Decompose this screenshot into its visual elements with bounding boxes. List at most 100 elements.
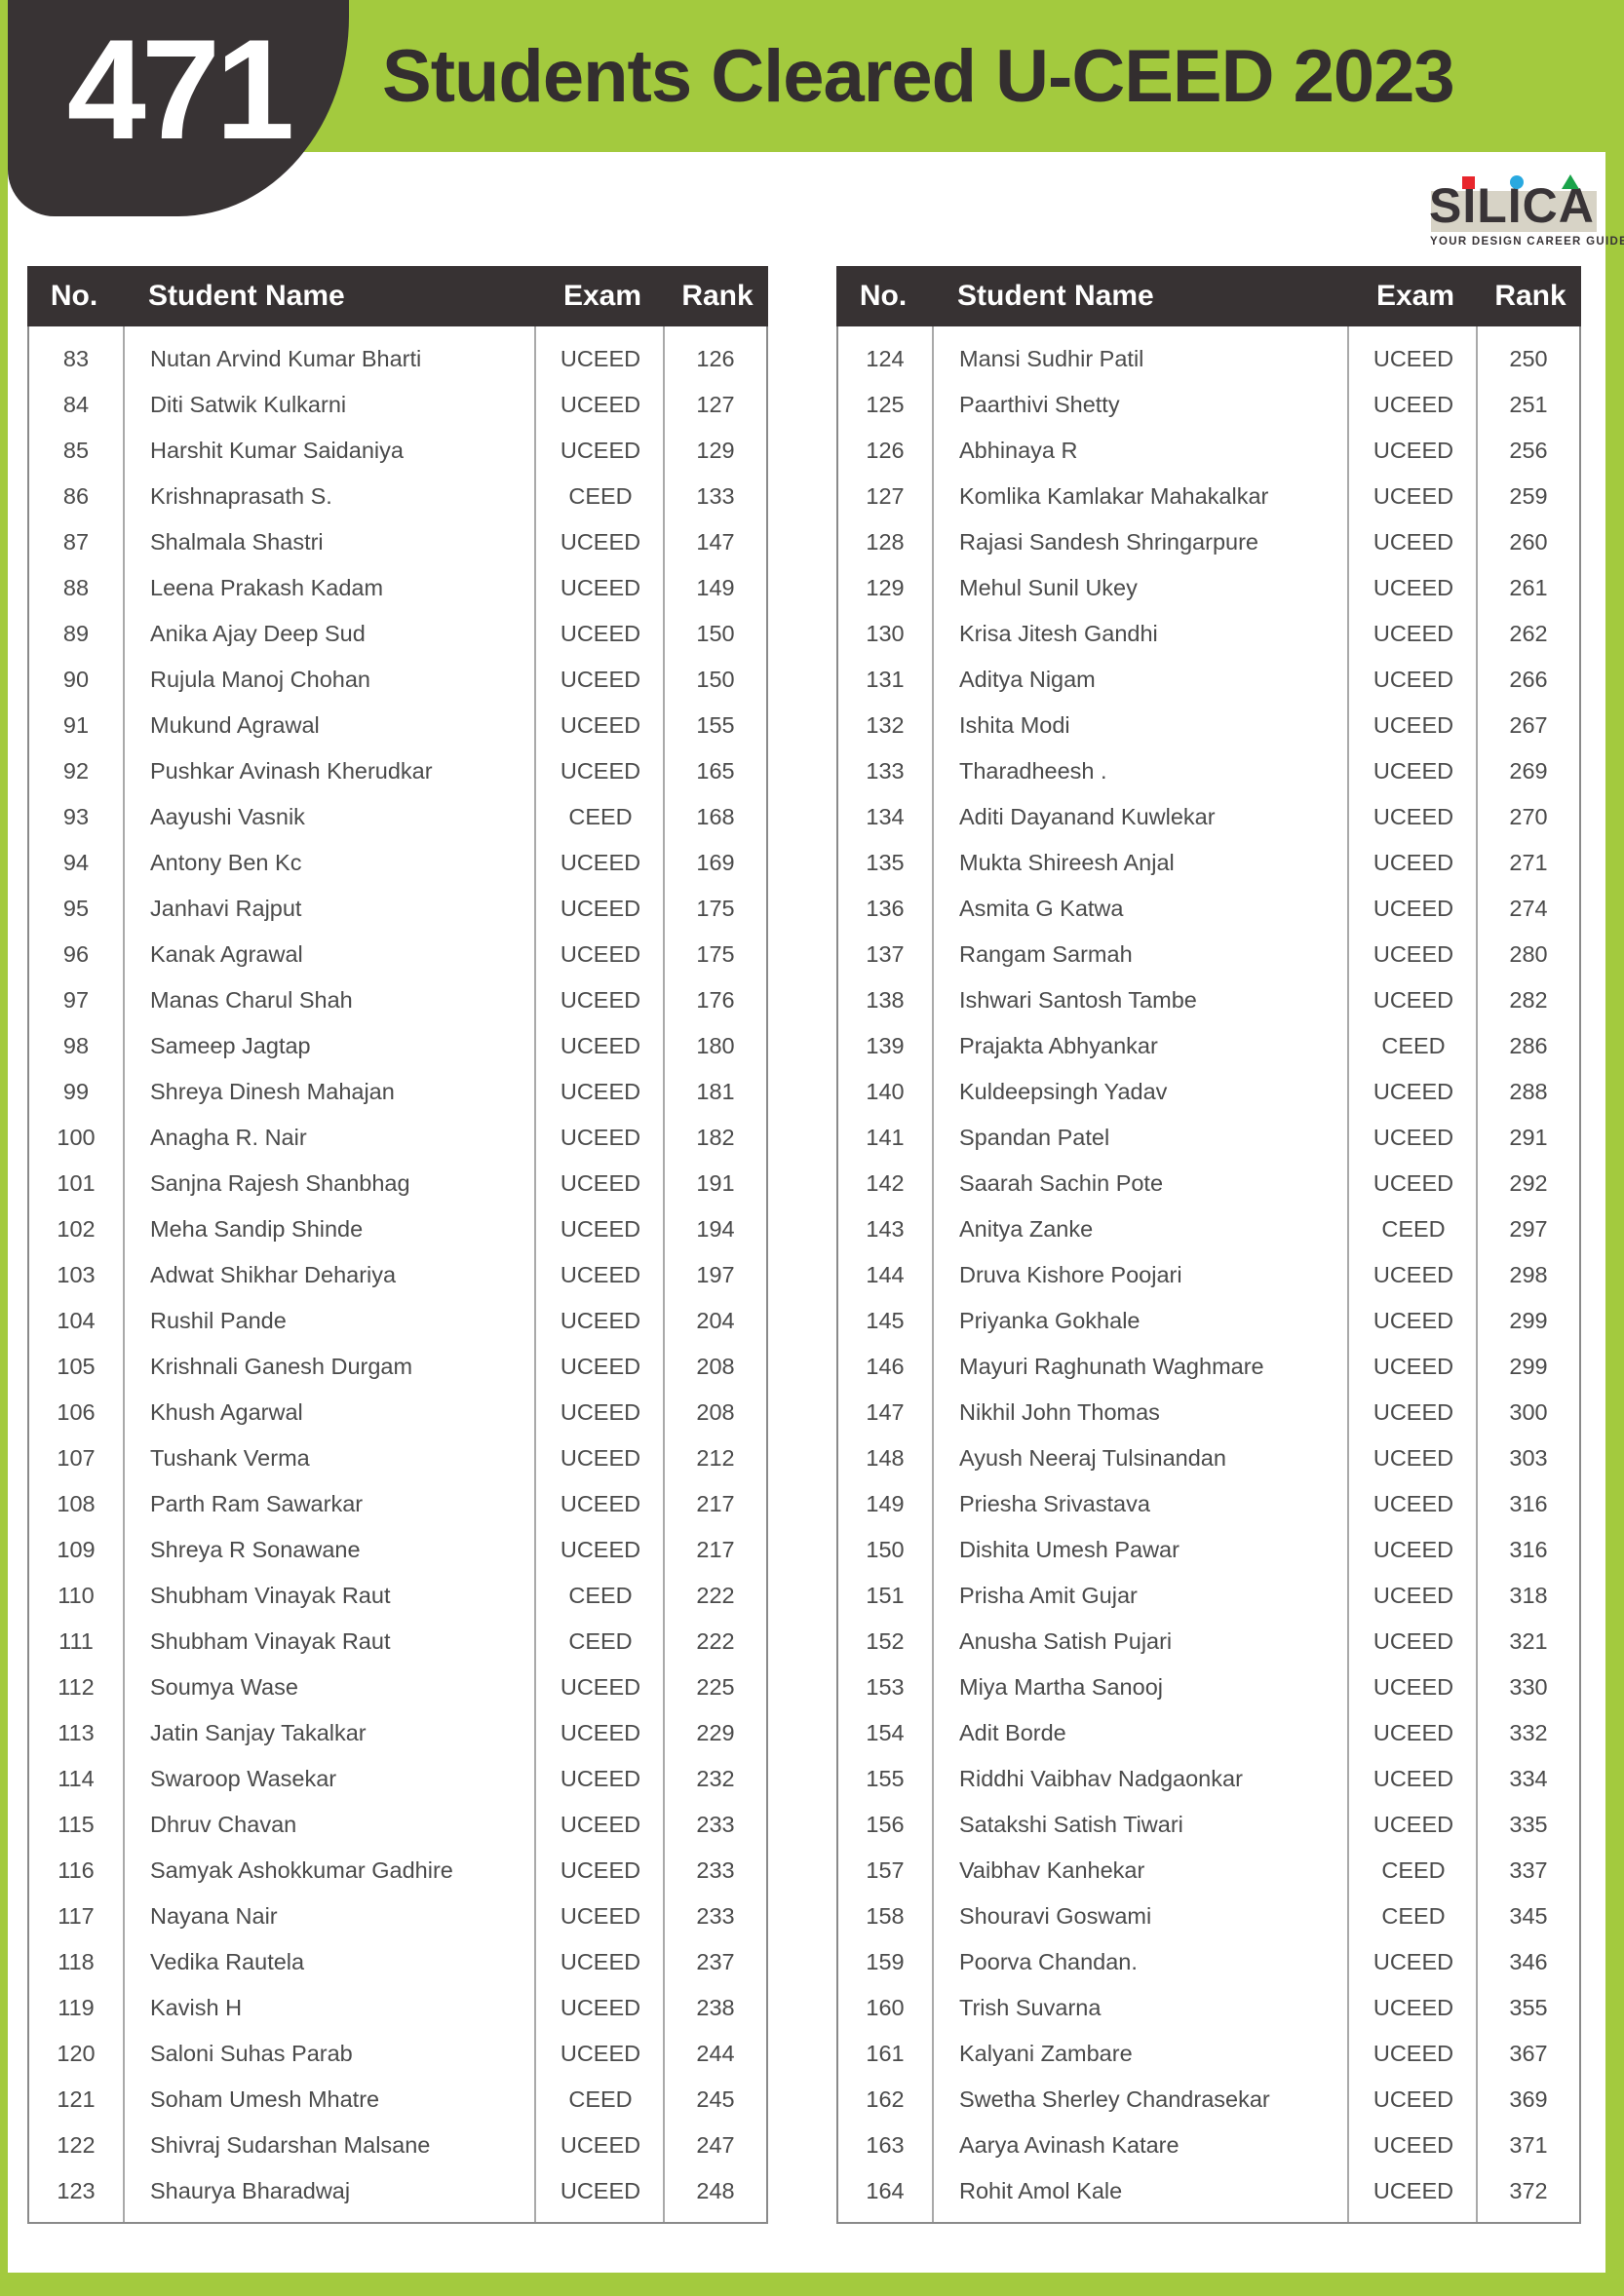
cell-rank: 165 [696, 758, 735, 784]
page-border-left [0, 0, 8, 2296]
cell-rank: 225 [696, 1674, 735, 1700]
cell-no: 124 [866, 346, 905, 371]
cell-rank: 248 [696, 2178, 735, 2203]
cell-rank: 208 [696, 1354, 735, 1379]
cell-exam: UCEED [560, 1766, 641, 1791]
cell-no: 163 [866, 2132, 905, 2158]
table-row: 154 Adit Borde UCEED 332 [838, 1710, 1579, 1756]
cell-exam: UCEED [1373, 987, 1454, 1013]
cell-rank: 229 [696, 1720, 735, 1745]
cell-name: Leena Prakash Kadam [150, 575, 384, 600]
cell-rank: 176 [696, 987, 735, 1013]
cell-rank: 318 [1509, 1583, 1548, 1608]
cell-rank: 300 [1509, 1399, 1548, 1425]
cell-rank: 182 [696, 1125, 735, 1150]
cell-exam: UCEED [560, 941, 641, 967]
cell-exam: CEED [1381, 1216, 1446, 1242]
cell-exam: UCEED [560, 1949, 641, 1974]
column-header-rank: Rank [1494, 280, 1566, 312]
cell-exam: UCEED [1373, 1583, 1454, 1608]
cell-name: Anitya Zanke [959, 1216, 1094, 1242]
cell-no: 89 [62, 621, 90, 646]
cell-name: Mansi Sudhir Patil [959, 346, 1144, 371]
cell-no: 91 [62, 712, 90, 738]
cell-no: 92 [62, 758, 90, 784]
cell-name: Nayana Nair [150, 1903, 278, 1929]
cell-no: 137 [866, 941, 905, 967]
cell-exam: UCEED [560, 2178, 641, 2203]
table-row: 100 Anagha R. Nair UCEED 182 [29, 1115, 766, 1161]
cell-rank: 274 [1509, 896, 1548, 921]
cell-name: Diti Satwik Kulkarni [150, 392, 347, 417]
cell-name: Asmita G Katwa [959, 896, 1124, 921]
table-row: 128 Rajasi Sandesh Shringarpure UCEED 260 [838, 519, 1579, 565]
cell-name: Samyak Ashokkumar Gadhire [150, 1857, 453, 1883]
cell-no: 98 [62, 1033, 90, 1058]
cell-no: 108 [57, 1491, 96, 1516]
table-row: 163 Aarya Avinash Katare UCEED 371 [838, 2123, 1579, 2168]
cell-no: 100 [57, 1125, 96, 1150]
count-badge-number: 471 [66, 10, 295, 169]
cell-no: 126 [866, 438, 905, 463]
cell-exam: CEED [568, 804, 633, 829]
cell-exam: UCEED [560, 896, 641, 921]
cell-no: 161 [866, 2041, 905, 2066]
table-row: 130 Krisa Jitesh Gandhi UCEED 262 [838, 611, 1579, 657]
cell-rank: 367 [1509, 2041, 1548, 2066]
cell-name: Shreya R Sonawane [150, 1537, 361, 1562]
cell-name: Paarthivi Shetty [959, 392, 1120, 417]
cell-rank: 269 [1509, 758, 1548, 784]
table-row: 94 Antony Ben Kc UCEED 169 [29, 840, 766, 886]
cell-rank: 337 [1509, 1857, 1548, 1883]
cell-rank: 238 [696, 1995, 735, 2020]
column-divider [123, 326, 125, 2222]
table-row: 122 Shivraj Sudarshan Malsane UCEED 247 [29, 2123, 766, 2168]
cell-exam: UCEED [1373, 529, 1454, 555]
cell-rank: 232 [696, 1766, 735, 1791]
cell-no: 86 [62, 483, 90, 509]
cell-name: Prajakta Abhyankar [959, 1033, 1158, 1058]
cell-no: 121 [57, 2086, 96, 2112]
cell-exam: UCEED [1373, 896, 1454, 921]
cell-exam: UCEED [560, 1308, 641, 1333]
table-row: 138 Ishwari Santosh Tambe UCEED 282 [838, 977, 1579, 1023]
cell-no: 115 [58, 1812, 95, 1837]
cell-no: 142 [866, 1170, 905, 1196]
cell-name: Aditya Nigam [959, 667, 1096, 692]
cell-exam: UCEED [1373, 1354, 1454, 1379]
cell-rank: 251 [1509, 392, 1548, 417]
cell-no: 132 [866, 712, 905, 738]
column-header-exam: Exam [1375, 280, 1455, 312]
table-row: 108 Parth Ram Sawarkar UCEED 217 [29, 1481, 766, 1527]
table-row: 116 Samyak Ashokkumar Gadhire UCEED 233 [29, 1848, 766, 1894]
cell-rank: 280 [1509, 941, 1548, 967]
cell-no: 136 [866, 896, 905, 921]
cell-no: 150 [866, 1537, 905, 1562]
cell-exam: UCEED [560, 1903, 641, 1929]
table-row: 118 Vedika Rautela UCEED 237 [29, 1939, 766, 1985]
table-row: 147 Nikhil John Thomas UCEED 300 [838, 1390, 1579, 1435]
cell-name: Aarya Avinash Katare [959, 2132, 1179, 2158]
cell-rank: 345 [1509, 1903, 1548, 1929]
cell-exam: UCEED [560, 1125, 641, 1150]
cell-no: 145 [866, 1308, 905, 1333]
table-row: 88 Leena Prakash Kadam UCEED 149 [29, 565, 766, 611]
cell-name: Ishita Modi [959, 712, 1070, 738]
table-row: 102 Meha Sandip Shinde UCEED 194 [29, 1206, 766, 1252]
cell-name: Shalmala Shastri [150, 529, 324, 555]
column-divider [1347, 326, 1349, 2222]
cell-no: 140 [866, 1079, 905, 1104]
cell-exam: UCEED [1373, 1125, 1454, 1150]
cell-no: 85 [62, 438, 90, 463]
cell-exam: UCEED [560, 1354, 641, 1379]
cell-rank: 262 [1509, 621, 1548, 646]
cell-no: 157 [866, 1857, 905, 1883]
cell-no: 160 [866, 1995, 905, 2020]
cell-exam: UCEED [560, 1674, 641, 1700]
column-divider [1476, 326, 1478, 2222]
cell-rank: 297 [1509, 1216, 1548, 1242]
cell-name: Rujula Manoj Chohan [150, 667, 371, 692]
cell-exam: UCEED [1373, 1766, 1454, 1791]
cell-no: 97 [62, 987, 90, 1013]
table-row: 156 Satakshi Satish Tiwari UCEED 335 [838, 1802, 1579, 1848]
